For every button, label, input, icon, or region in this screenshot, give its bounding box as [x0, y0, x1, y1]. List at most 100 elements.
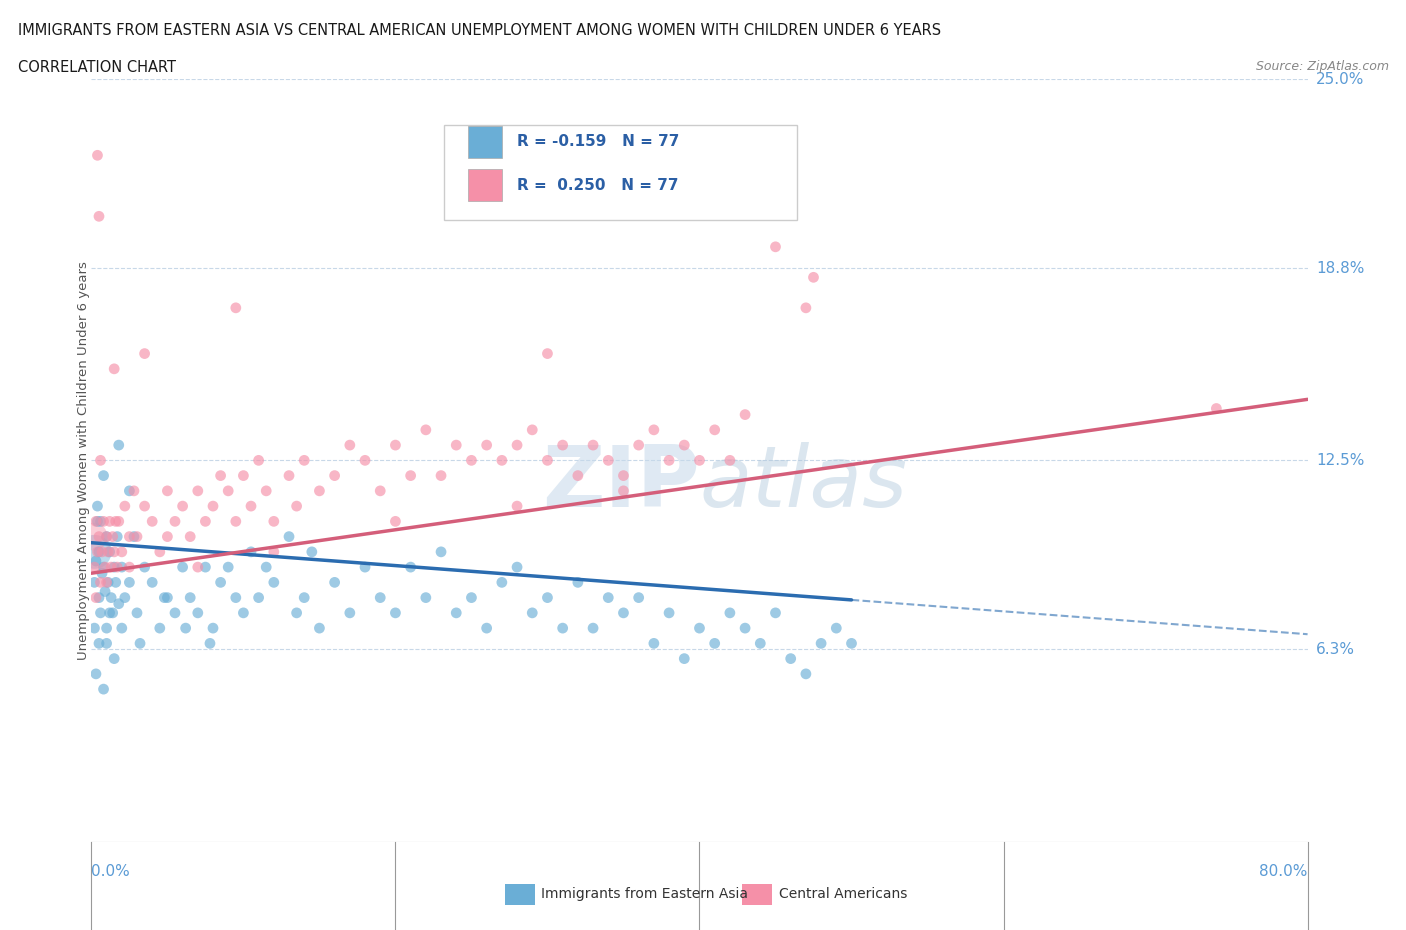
Point: [84, 514, 107, 529]
Point: [91, 565, 114, 580]
Text: Central Americans: Central Americans: [779, 887, 907, 901]
Point: [384, 438, 406, 453]
Point: [384, 514, 406, 529]
Point: [97, 575, 120, 590]
Text: Source: ZipAtlas.com: Source: ZipAtlas.com: [1256, 60, 1389, 73]
Point: [104, 575, 127, 590]
Point: [104, 514, 127, 529]
Point: [506, 498, 529, 513]
Point: [285, 498, 308, 513]
Point: [94, 584, 117, 599]
Point: [91, 544, 114, 559]
Point: [118, 560, 141, 575]
Text: atlas: atlas: [699, 442, 907, 525]
Point: [83, 544, 105, 559]
Point: [643, 422, 665, 437]
Point: [87, 209, 110, 224]
Point: [89, 453, 111, 468]
Point: [491, 453, 513, 468]
Point: [444, 605, 467, 620]
Text: 25.0%: 25.0%: [1316, 72, 1364, 86]
Point: [810, 636, 832, 651]
Point: [174, 620, 197, 635]
Point: [118, 575, 141, 590]
Text: ZIP: ZIP: [541, 442, 699, 525]
Point: [354, 453, 377, 468]
Point: [703, 636, 725, 651]
Point: [198, 636, 221, 651]
Point: [368, 484, 391, 498]
Point: [98, 544, 121, 559]
Point: [100, 560, 122, 575]
Point: [122, 484, 145, 498]
Point: [354, 560, 377, 575]
Point: [688, 620, 710, 635]
Point: [96, 529, 118, 544]
Point: [163, 514, 186, 529]
Point: [522, 605, 544, 620]
Text: CORRELATION CHART: CORRELATION CHART: [18, 60, 176, 75]
Point: [278, 468, 301, 483]
Point: [368, 591, 391, 605]
Point: [86, 498, 108, 513]
Point: [129, 636, 152, 651]
Point: [292, 453, 315, 468]
Point: [179, 529, 201, 544]
Point: [125, 529, 148, 544]
Bar: [505, 884, 536, 905]
Point: [688, 453, 710, 468]
Point: [86, 148, 108, 163]
Point: [278, 529, 301, 544]
Point: [339, 438, 361, 453]
Point: [217, 560, 239, 575]
Point: [240, 498, 263, 513]
Point: [89, 575, 111, 590]
Point: [415, 591, 437, 605]
Point: [734, 407, 756, 422]
Point: [225, 591, 247, 605]
Point: [612, 605, 634, 620]
Point: [491, 193, 513, 208]
Bar: [468, 169, 502, 201]
Point: [247, 453, 270, 468]
Point: [522, 422, 544, 437]
Point: [149, 544, 172, 559]
Point: [134, 560, 156, 575]
Point: [172, 498, 194, 513]
Point: [202, 498, 225, 513]
Point: [794, 667, 817, 682]
Bar: [742, 884, 772, 905]
Point: [673, 651, 696, 666]
Point: [153, 591, 176, 605]
Point: [98, 514, 121, 529]
Point: [96, 575, 118, 590]
Point: [567, 575, 589, 590]
Point: [536, 591, 558, 605]
Point: [122, 529, 145, 544]
Point: [89, 514, 111, 529]
Point: [643, 636, 665, 651]
Point: [156, 484, 179, 498]
Point: [536, 453, 558, 468]
Text: 80.0%: 80.0%: [1260, 864, 1308, 879]
Point: [658, 605, 681, 620]
Point: [118, 484, 141, 498]
Bar: [468, 126, 502, 157]
Point: [86, 544, 108, 559]
FancyBboxPatch shape: [444, 125, 797, 220]
Point: [194, 560, 217, 575]
Point: [172, 560, 194, 575]
Point: [612, 484, 634, 498]
Point: [285, 605, 308, 620]
Point: [612, 468, 634, 483]
Point: [598, 591, 620, 605]
Point: [107, 514, 129, 529]
Point: [803, 270, 825, 285]
Point: [101, 529, 124, 544]
Point: [254, 484, 277, 498]
Point: [718, 453, 741, 468]
Point: [263, 575, 285, 590]
Point: [93, 468, 115, 483]
Point: [627, 438, 650, 453]
Point: [209, 575, 232, 590]
